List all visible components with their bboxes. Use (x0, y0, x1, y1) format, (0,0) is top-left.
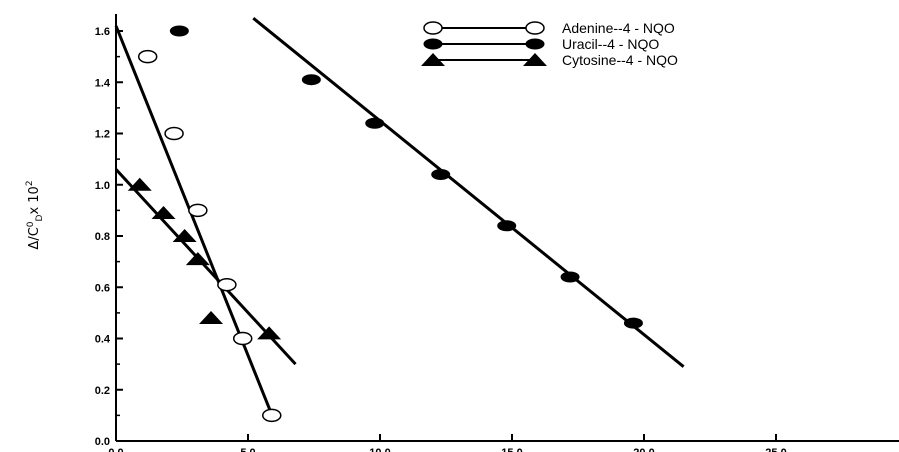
legend-marker-series-2 (525, 38, 545, 50)
legend-marker-series-2 (423, 38, 443, 50)
y-tick-label: 1.6 (95, 26, 110, 38)
data-point-series-3 (199, 311, 224, 324)
legend-label-series-3: Cytosine--4 - NQO (562, 52, 678, 68)
y-axis-label-super: 0 (26, 221, 36, 227)
y-axis-label-sub: D (35, 214, 45, 221)
y-axis-label: Δ/C0Dx 102 (25, 180, 45, 249)
legend-marker-series-1 (423, 21, 443, 35)
y-tick-label: 0.0 (95, 436, 110, 448)
data-point-series-3 (151, 205, 176, 219)
data-point-series-2 (431, 169, 451, 180)
data-point-series-1 (164, 126, 184, 141)
fit-line-series-2 (252, 17, 685, 368)
data-point-series-1 (188, 203, 208, 218)
y-tick-label: 1.0 (95, 180, 110, 192)
fit-lines (114, 17, 685, 419)
data-point-series-1 (137, 49, 158, 64)
y-tick-label: 0.8 (95, 231, 110, 243)
axes: 0.0 0.2 0.4 0.6 0.8 1.0 1.2 1.4 1.6 0.0 5.0 10.0 15.… (95, 14, 899, 452)
data-point-series-1 (232, 331, 253, 346)
y-tick-label: 1.4 (95, 77, 111, 89)
fit-line-series-1 (114, 25, 275, 419)
data-point-series-2 (497, 220, 517, 232)
x-tick-label: 20.0 (633, 447, 654, 452)
legend-marker-series-1 (525, 21, 545, 35)
data-points (127, 25, 643, 423)
y-tick-label: 0.6 (95, 282, 110, 294)
y-axis-label-tail: x 10 (27, 186, 42, 214)
y-tick-label: 0.2 (95, 385, 110, 397)
legend-marker-series-3 (523, 53, 547, 66)
x-tick-label: 15.0 (501, 447, 522, 452)
x-tick-label: 0.0 (108, 447, 123, 452)
x-tick-label: 5.0 (240, 447, 255, 452)
data-point-series-3 (127, 177, 152, 191)
svg-text:Δ/C0Dx 102: Δ/C0Dx 102 (25, 180, 45, 249)
data-point-series-2 (365, 117, 385, 129)
data-point-series-3 (257, 326, 282, 340)
legend-marker-series-3 (421, 53, 445, 66)
data-point-series-1 (262, 408, 282, 423)
y-tick-label: 0.4 (95, 334, 111, 346)
y-axis-label-exponent: 2 (25, 180, 35, 186)
data-point-series-2 (623, 317, 643, 329)
data-point-series-2 (560, 271, 580, 283)
x-tick-label: 10.0 (369, 447, 390, 452)
data-point-series-3 (185, 252, 210, 266)
y-tick-label: 1.2 (95, 129, 110, 141)
legend-label-series-2: Uracil--4 - NQO (562, 36, 659, 52)
data-point-series-1 (217, 277, 237, 292)
data-point-series-3 (172, 229, 197, 242)
y-axis-label-main: Δ/C (27, 227, 42, 249)
legend-label-series-1: Adenine--4 - NQO (562, 20, 675, 36)
x-tick-label: 25.0 (765, 447, 786, 452)
data-point-series-2 (169, 25, 189, 37)
data-point-series-2 (301, 74, 321, 86)
